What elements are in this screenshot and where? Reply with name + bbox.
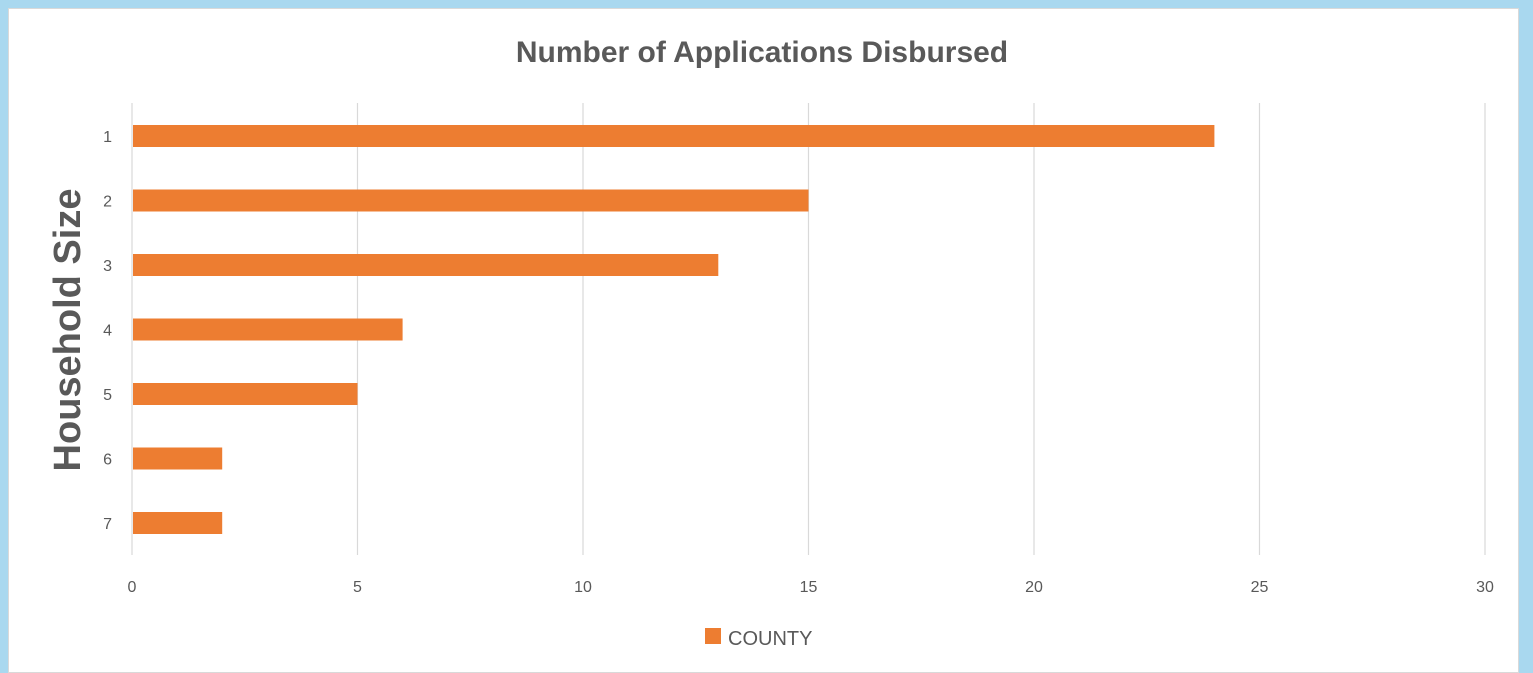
- y-tick-label: 2: [103, 194, 112, 211]
- bar: [133, 125, 1215, 147]
- x-tick-label: 30: [1476, 579, 1494, 596]
- y-tick-labels: 1 2 3 4 5 6 7: [103, 129, 112, 533]
- y-tick-label: 7: [103, 516, 112, 533]
- legend-label: COUNTY: [728, 628, 812, 650]
- y-tick-label: 4: [103, 323, 112, 340]
- x-tick-labels: 0 5 10 15 20 25 30: [128, 579, 1494, 596]
- bars: [133, 125, 1215, 534]
- gridlines: [131, 103, 1486, 555]
- x-tick-label: 5: [353, 579, 362, 596]
- bar: [133, 189, 809, 212]
- y-tick-label: 1: [103, 129, 112, 146]
- legend: COUNTY: [705, 628, 812, 650]
- y-tick-label: 5: [103, 387, 112, 404]
- bar: [133, 318, 403, 341]
- x-tick-label: 15: [800, 579, 818, 596]
- x-tick-label: 0: [128, 579, 137, 596]
- chart-title: Number of Applications Disbursed: [516, 36, 1008, 69]
- bar: [133, 254, 719, 276]
- legend-swatch: [705, 628, 721, 644]
- bar: [133, 383, 358, 405]
- y-tick-label: 3: [103, 258, 112, 275]
- x-tick-label: 10: [574, 579, 592, 596]
- y-axis-label: Household Size: [47, 189, 89, 472]
- y-tick-label: 6: [103, 452, 112, 469]
- x-tick-label: 25: [1251, 579, 1269, 596]
- bar: [133, 447, 223, 470]
- x-tick-label: 20: [1025, 579, 1043, 596]
- bar: [133, 512, 223, 534]
